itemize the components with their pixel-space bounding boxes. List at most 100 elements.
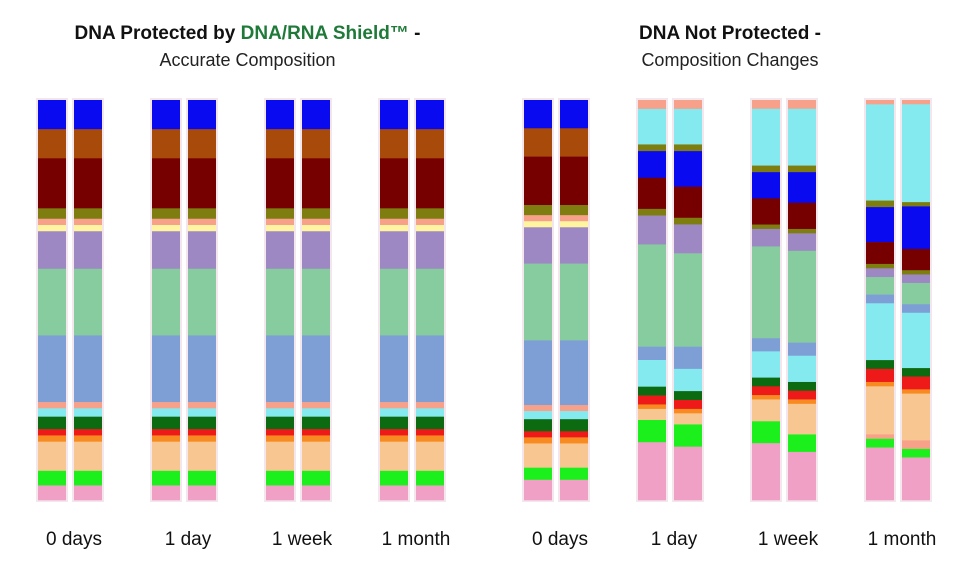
bar-segment-pink <box>752 443 780 501</box>
bar-segment-pink <box>560 479 588 501</box>
bar-segment-lime <box>74 470 102 486</box>
bar-segment-salmon <box>902 440 930 450</box>
bar-segment-red <box>638 395 666 405</box>
bar-segment-olive <box>266 208 294 220</box>
bar-segment-maroon <box>188 158 216 209</box>
bar-segment-lime <box>266 470 294 486</box>
bar-segment-pink <box>416 485 444 501</box>
bar-segment-peach <box>788 403 816 435</box>
bar-segment-maroon <box>638 177 666 210</box>
bar-segment-peach <box>902 393 930 441</box>
bar-segment-dark_green <box>788 381 816 392</box>
bar-segment-pink <box>524 479 552 501</box>
bar-segment-salmon <box>416 402 444 409</box>
bar-segment-cyan <box>524 411 552 420</box>
bar-segment-blue <box>380 100 408 130</box>
category-label: 1 day <box>651 529 698 550</box>
bar-segment-salmon <box>302 218 330 226</box>
bar-segment-dark_green <box>74 416 102 430</box>
bar-segment-peach <box>266 441 294 472</box>
bar-segment-blue <box>638 151 666 179</box>
bar-segment-blue <box>752 172 780 199</box>
bar-segment-red <box>380 429 408 436</box>
bar-segment-maroon <box>266 158 294 209</box>
bar-segment-salmon <box>188 402 216 409</box>
bar-segment-lime <box>188 470 216 486</box>
bar-segment-blue_light <box>74 335 102 403</box>
bar-segment-blue_light <box>902 304 930 314</box>
bar-segment-purple <box>74 231 102 270</box>
bar-segment-red <box>674 400 702 410</box>
bar-segment-red <box>866 368 894 383</box>
bar-segment-blue_light <box>638 346 666 361</box>
bar-segment-lime <box>152 470 180 486</box>
bar-segment-cyan <box>752 351 780 378</box>
bar-segment-peach <box>74 441 102 472</box>
right-title-main: DNA Not Protected - <box>639 23 821 44</box>
bar-segment-orange <box>266 435 294 442</box>
bar-segment-peach <box>560 443 588 468</box>
bar-segment-brown <box>266 129 294 159</box>
bar-segment-blue <box>38 100 66 130</box>
bar-segment-brown <box>560 128 588 157</box>
bar-segment-maroon <box>38 158 66 209</box>
bar-segment-yellow <box>560 221 588 228</box>
left-panel-title: DNA Protected by DNA/RNA Shield™ - Accur… <box>0 20 495 74</box>
bar-segment-purple <box>38 231 66 270</box>
bar-segment-lime <box>302 470 330 486</box>
bar-segment-orange <box>38 435 66 442</box>
bar-1-7 <box>900 98 932 502</box>
bar-segment-dark_green <box>302 416 330 430</box>
bar-segment-cyan <box>866 104 894 201</box>
bar-segment-cyan <box>752 108 780 166</box>
category-label: 1 day <box>165 529 212 550</box>
bar-segment-pink <box>638 442 666 501</box>
bar-segment-cyan <box>38 408 66 417</box>
bar-segment-salmon <box>188 218 216 226</box>
bar-segment-cyan <box>380 408 408 417</box>
bar-segment-yellow <box>38 225 66 232</box>
bar-segment-green_light <box>560 263 588 341</box>
bar-segment-salmon <box>524 215 552 222</box>
bar-segment-pink <box>788 451 816 501</box>
bar-segment-orange <box>752 395 780 400</box>
bar-1-6 <box>864 98 896 502</box>
bar-segment-salmon <box>866 100 894 105</box>
bar-segment-olive <box>788 228 816 234</box>
bar-segment-green_light <box>152 268 180 336</box>
bar-segment-red <box>560 431 588 438</box>
bar-segment-pink <box>74 485 102 501</box>
bar-segment-peach <box>524 443 552 468</box>
bar-segment-peach <box>302 441 330 472</box>
bar-segment-green_light <box>74 268 102 336</box>
bar-segment-blue <box>74 100 102 130</box>
bar-segment-maroon <box>416 158 444 209</box>
right-panel-title: DNA Not Protected - Composition Changes <box>495 20 965 74</box>
bar-segment-dark_green <box>416 416 444 430</box>
bar-segment-brown <box>38 129 66 159</box>
bar-segment-cyan <box>638 360 666 387</box>
bar-segment-cyan <box>152 408 180 417</box>
bar-segment-blue_light <box>152 335 180 403</box>
bar-segment-olive <box>866 200 894 208</box>
bar-segment-purple <box>416 231 444 270</box>
bar-segment-yellow <box>188 225 216 232</box>
bar-segment-pink <box>674 446 702 501</box>
bar-segment-maroon <box>380 158 408 209</box>
bar-segment-green_light <box>266 268 294 336</box>
bar-segment-dark_green <box>380 416 408 430</box>
bar-segment-green_light <box>416 268 444 336</box>
bar-segment-olive <box>524 205 552 216</box>
bar-segment-red <box>752 386 780 396</box>
bar-segment-green_light <box>902 282 930 305</box>
bar-segment-dark_green <box>38 416 66 430</box>
bar-segment-blue_light <box>788 342 816 357</box>
bar-segment-brown <box>74 129 102 159</box>
bar-segment-maroon <box>866 242 894 265</box>
bar-segment-red <box>416 429 444 436</box>
bar-segment-lime <box>380 470 408 486</box>
bar-segment-yellow <box>302 225 330 232</box>
bar-segment-pink <box>38 485 66 501</box>
bar-segment-purple <box>266 231 294 270</box>
bar-segment-pink <box>380 485 408 501</box>
